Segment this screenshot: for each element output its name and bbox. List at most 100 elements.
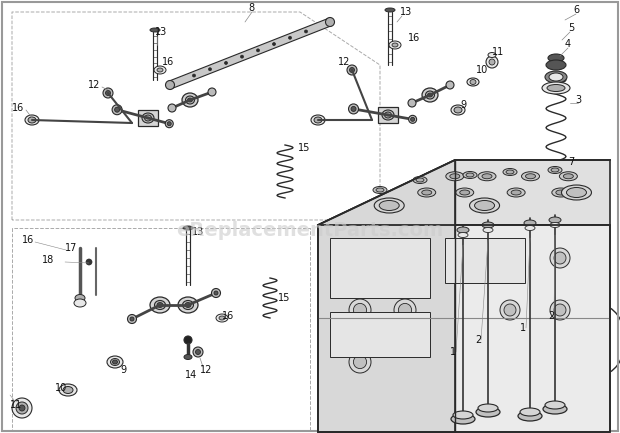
Ellipse shape — [525, 226, 535, 230]
Text: 12: 12 — [200, 365, 213, 375]
Ellipse shape — [564, 174, 574, 179]
Ellipse shape — [463, 171, 477, 178]
Ellipse shape — [374, 198, 404, 213]
Circle shape — [348, 104, 358, 114]
Ellipse shape — [425, 91, 435, 99]
Ellipse shape — [506, 170, 514, 174]
Ellipse shape — [166, 81, 174, 90]
Ellipse shape — [503, 168, 517, 175]
Ellipse shape — [547, 84, 565, 91]
Circle shape — [486, 56, 498, 68]
Ellipse shape — [504, 252, 516, 264]
Ellipse shape — [112, 360, 118, 364]
Ellipse shape — [144, 115, 151, 121]
Ellipse shape — [476, 407, 500, 417]
Text: 4: 4 — [565, 39, 571, 49]
Ellipse shape — [142, 113, 154, 123]
Text: 16: 16 — [12, 103, 24, 113]
Ellipse shape — [567, 187, 587, 197]
Ellipse shape — [216, 314, 228, 322]
Ellipse shape — [550, 248, 570, 268]
Circle shape — [208, 88, 216, 96]
Polygon shape — [318, 225, 610, 432]
Bar — [378, 107, 398, 123]
Ellipse shape — [482, 222, 494, 228]
Circle shape — [241, 55, 244, 58]
Ellipse shape — [546, 60, 566, 70]
Ellipse shape — [548, 167, 562, 174]
Ellipse shape — [488, 52, 496, 58]
Text: 16: 16 — [162, 57, 174, 67]
Text: 12: 12 — [338, 57, 350, 67]
Ellipse shape — [74, 299, 86, 307]
Text: 10: 10 — [476, 65, 489, 75]
Text: 11: 11 — [10, 400, 22, 410]
Circle shape — [257, 49, 260, 52]
Ellipse shape — [373, 187, 387, 194]
Ellipse shape — [150, 28, 160, 32]
Ellipse shape — [511, 190, 521, 195]
Ellipse shape — [384, 112, 391, 118]
Text: 16: 16 — [22, 235, 34, 245]
Ellipse shape — [482, 174, 492, 179]
Ellipse shape — [552, 188, 570, 197]
Text: 15: 15 — [298, 143, 311, 153]
Ellipse shape — [478, 172, 496, 181]
Circle shape — [214, 291, 218, 295]
Text: 8: 8 — [248, 3, 254, 13]
Ellipse shape — [562, 185, 591, 200]
Ellipse shape — [28, 117, 36, 123]
Circle shape — [211, 288, 221, 297]
Bar — [445, 238, 525, 283]
Polygon shape — [318, 160, 455, 432]
Ellipse shape — [154, 66, 166, 74]
Text: 10: 10 — [55, 383, 67, 393]
Ellipse shape — [376, 188, 384, 192]
Ellipse shape — [422, 190, 432, 195]
Ellipse shape — [467, 78, 479, 86]
Ellipse shape — [470, 80, 476, 84]
Ellipse shape — [551, 204, 561, 211]
Ellipse shape — [187, 98, 192, 102]
Bar — [330, 312, 430, 357]
Ellipse shape — [451, 414, 475, 424]
Ellipse shape — [454, 107, 462, 113]
Ellipse shape — [182, 93, 198, 107]
Ellipse shape — [394, 299, 416, 321]
Ellipse shape — [548, 54, 564, 62]
Circle shape — [208, 68, 211, 71]
Ellipse shape — [556, 190, 566, 195]
Ellipse shape — [353, 252, 366, 265]
Ellipse shape — [545, 71, 567, 83]
Ellipse shape — [399, 252, 412, 265]
Ellipse shape — [314, 117, 322, 123]
Text: 1: 1 — [450, 347, 456, 357]
Ellipse shape — [474, 200, 495, 210]
Ellipse shape — [524, 220, 536, 226]
Ellipse shape — [469, 198, 500, 213]
Ellipse shape — [549, 73, 563, 81]
Ellipse shape — [459, 190, 470, 195]
Circle shape — [105, 90, 110, 96]
Ellipse shape — [394, 247, 416, 269]
Circle shape — [489, 59, 495, 65]
Circle shape — [410, 117, 415, 121]
Circle shape — [273, 42, 275, 45]
Ellipse shape — [500, 248, 520, 268]
Ellipse shape — [353, 355, 366, 368]
Ellipse shape — [154, 301, 166, 310]
Ellipse shape — [389, 41, 401, 49]
Circle shape — [184, 336, 192, 344]
Ellipse shape — [554, 252, 566, 264]
Circle shape — [168, 104, 176, 112]
Bar — [330, 238, 430, 298]
Ellipse shape — [550, 223, 560, 227]
Circle shape — [166, 120, 173, 128]
Ellipse shape — [353, 304, 366, 317]
Text: 1: 1 — [520, 323, 526, 333]
Circle shape — [409, 115, 417, 123]
Circle shape — [16, 402, 28, 414]
Ellipse shape — [110, 359, 120, 365]
Circle shape — [288, 36, 291, 39]
Text: 13: 13 — [400, 7, 412, 17]
